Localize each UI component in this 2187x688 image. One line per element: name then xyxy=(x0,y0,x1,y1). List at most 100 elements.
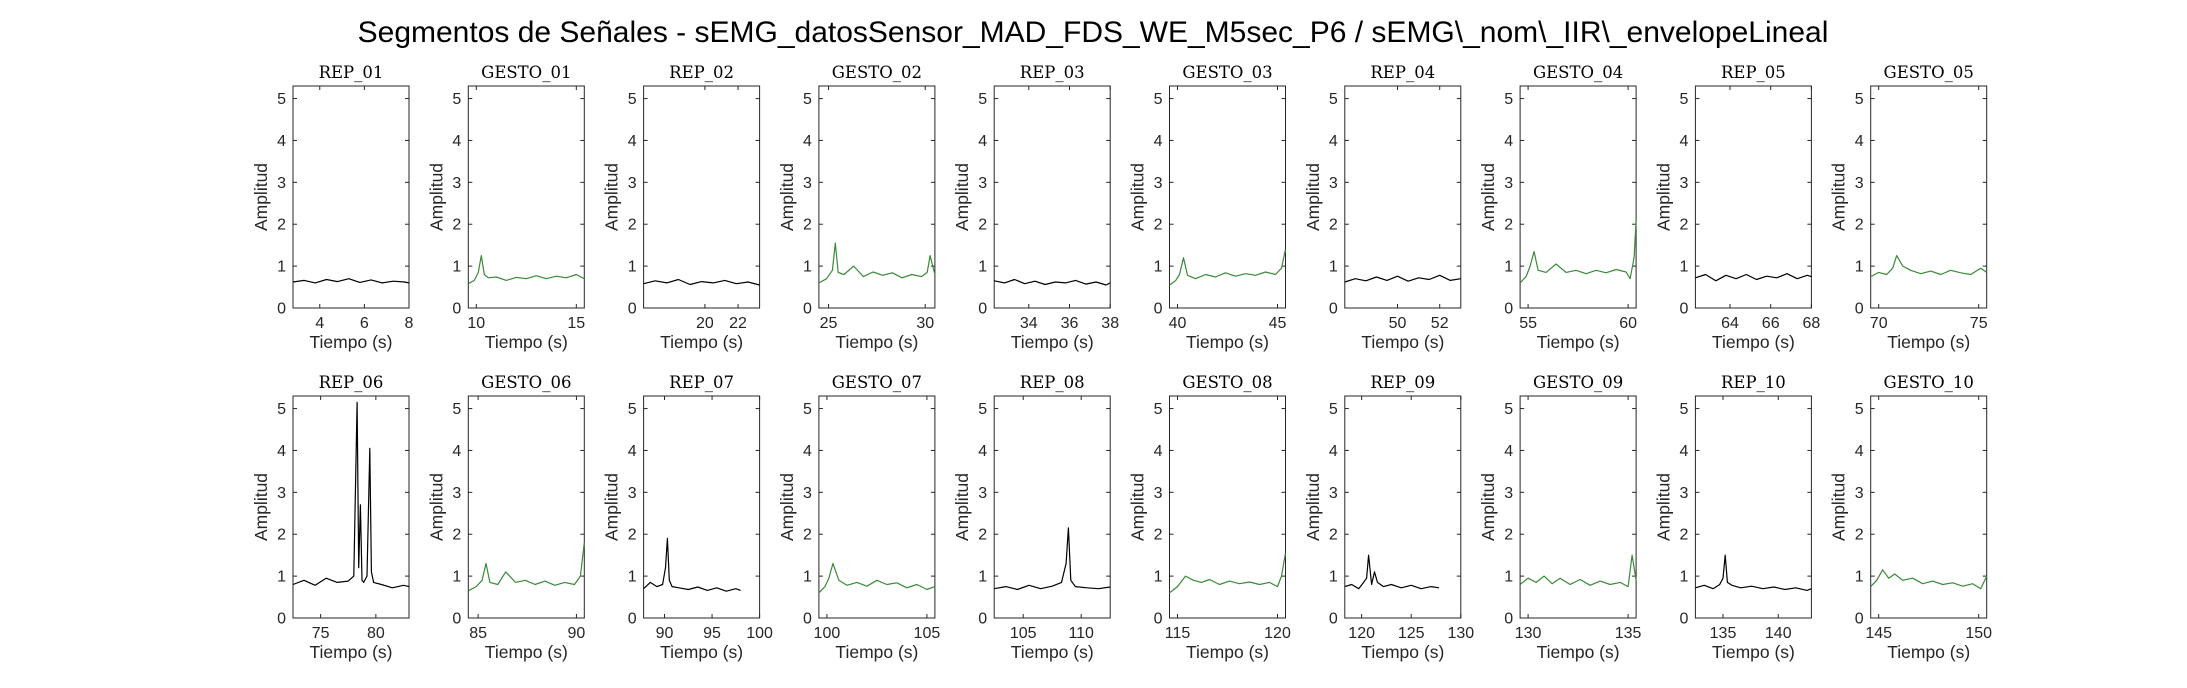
y-tick-label: 2 xyxy=(277,217,286,234)
y-tick-label: 2 xyxy=(803,527,812,544)
figure-title: Segmentos de Señales - sEMG_datosSensor_… xyxy=(358,16,1829,49)
x-tick-label: 66 xyxy=(1762,315,1780,332)
y-tick-label: 0 xyxy=(1329,611,1338,628)
y-axis-label: Amplitud xyxy=(1478,163,1498,231)
y-tick-label: 4 xyxy=(978,133,987,150)
y-tick-label: 2 xyxy=(452,527,461,544)
y-tick-label: 2 xyxy=(1855,217,1864,234)
x-tick-label: 105 xyxy=(914,625,941,642)
y-tick-label: 1 xyxy=(1329,259,1338,276)
x-tick-label: 135 xyxy=(1615,625,1642,642)
x-tick-label: 135 xyxy=(1710,625,1737,642)
y-tick-label: 1 xyxy=(1679,259,1688,276)
y-axis-label: Amplitud xyxy=(251,473,271,541)
y-tick-label: 0 xyxy=(1855,611,1864,628)
y-tick-label: 1 xyxy=(1504,259,1513,276)
subplot-rep-05: REP_05 0 1 2 3 4 5 64 66 68 Tiempo (s) Amplitud xyxy=(1653,63,1820,352)
y-tick-label: 0 xyxy=(1504,611,1513,628)
subplot-title: REP_06 xyxy=(319,373,384,392)
x-tick-label: 130 xyxy=(1447,625,1474,642)
y-tick-label: 1 xyxy=(1154,259,1163,276)
subplot-title: GESTO_01 xyxy=(481,63,571,82)
x-axis-label: Tiempo (s) xyxy=(1361,332,1444,352)
x-tick-label: 34 xyxy=(1020,315,1038,332)
y-tick-label: 4 xyxy=(803,443,812,460)
y-tick-label: 5 xyxy=(1855,91,1864,108)
axes-frame xyxy=(818,85,936,309)
y-tick-label: 5 xyxy=(1679,401,1688,418)
x-tick-label: 50 xyxy=(1389,315,1407,332)
x-tick-label: 45 xyxy=(1269,315,1287,332)
signal-trace xyxy=(1870,569,1988,590)
subplot-title: REP_08 xyxy=(1020,373,1085,392)
y-tick-label: 4 xyxy=(1154,133,1163,150)
x-tick-label: 115 xyxy=(1165,625,1191,642)
y-axis-label: Amplitud xyxy=(602,163,622,231)
x-tick-label: 10 xyxy=(467,315,485,332)
y-tick-label: 2 xyxy=(1329,217,1338,234)
y-axis-label: Amplitud xyxy=(1829,473,1849,541)
x-axis-label: Tiempo (s) xyxy=(660,642,743,662)
x-axis-label: Tiempo (s) xyxy=(1186,642,1269,662)
subplot-title: REP_05 xyxy=(1721,63,1786,82)
x-tick-label: 130 xyxy=(1515,625,1542,642)
x-axis-label: Tiempo (s) xyxy=(1537,642,1620,662)
y-tick-label: 0 xyxy=(978,611,987,628)
y-tick-label: 0 xyxy=(277,611,286,628)
signal-trace xyxy=(994,278,1111,286)
x-tick-label: 80 xyxy=(367,625,385,642)
x-axis-label: Tiempo (s) xyxy=(1011,332,1094,352)
signal-trace xyxy=(1519,219,1637,284)
x-tick-label: 52 xyxy=(1431,315,1449,332)
y-tick-label: 5 xyxy=(1855,401,1864,418)
signal-trace xyxy=(1169,249,1287,286)
y-tick-label: 5 xyxy=(628,91,637,108)
y-axis-label: Amplitud xyxy=(426,163,446,231)
y-tick-label: 5 xyxy=(277,91,286,108)
y-axis-label: Amplitud xyxy=(1653,163,1673,231)
y-tick-label: 1 xyxy=(277,569,286,586)
subplot-title: REP_03 xyxy=(1020,63,1085,82)
axes-frame xyxy=(1694,395,1812,619)
subplot-title: GESTO_04 xyxy=(1533,63,1623,82)
y-tick-label: 2 xyxy=(1154,217,1163,234)
y-tick-label: 1 xyxy=(1855,569,1864,586)
x-tick-label: 6 xyxy=(360,315,369,332)
y-tick-label: 1 xyxy=(452,569,461,586)
y-tick-label: 5 xyxy=(978,91,987,108)
y-tick-label: 5 xyxy=(1154,401,1163,418)
x-tick-label: 90 xyxy=(656,625,674,642)
y-tick-label: 1 xyxy=(1154,569,1163,586)
x-tick-label: 75 xyxy=(312,625,330,642)
axes-frame xyxy=(1870,395,1988,619)
x-axis-label: Tiempo (s) xyxy=(485,332,568,352)
y-tick-label: 3 xyxy=(803,485,812,502)
subplot-title: GESTO_09 xyxy=(1533,373,1623,392)
x-tick-label: 55 xyxy=(1519,315,1537,332)
y-tick-label: 5 xyxy=(803,91,812,108)
axes-frame xyxy=(1344,85,1462,309)
x-axis-label: Tiempo (s) xyxy=(1186,332,1269,352)
x-tick-label: 95 xyxy=(703,625,721,642)
x-tick-label: 140 xyxy=(1765,625,1792,642)
y-tick-label: 3 xyxy=(1679,485,1688,502)
y-axis-label: Amplitud xyxy=(777,163,797,231)
y-axis-label: Amplitud xyxy=(952,473,972,541)
y-tick-label: 3 xyxy=(277,485,286,502)
axes-frame xyxy=(1519,85,1637,309)
y-tick-label: 1 xyxy=(277,259,286,276)
y-tick-label: 3 xyxy=(452,175,461,192)
y-tick-label: 4 xyxy=(1679,443,1688,460)
y-tick-label: 3 xyxy=(1329,175,1338,192)
x-tick-label: 20 xyxy=(696,315,714,332)
x-tick-label: 8 xyxy=(405,315,414,332)
y-tick-label: 5 xyxy=(1504,401,1513,418)
